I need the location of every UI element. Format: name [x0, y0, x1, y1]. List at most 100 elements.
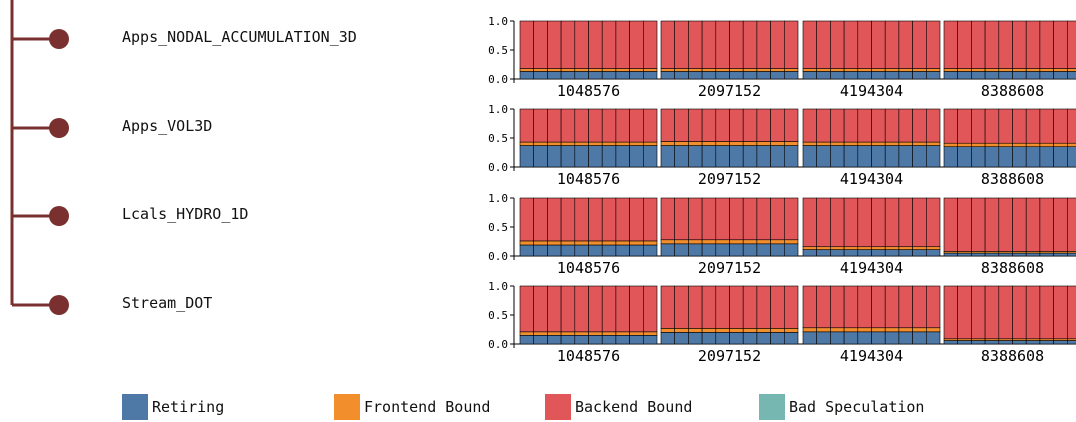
- bar-segment-retiring: [1066, 252, 1076, 257]
- group-label: 1048576: [557, 170, 620, 188]
- bar-segment-retiring: [688, 71, 703, 80]
- bar-segment-frontend: [701, 141, 717, 146]
- bar-segment-backend: [660, 108, 675, 142]
- bar-segment-retiring: [629, 244, 644, 257]
- bar-segment-backend: [802, 197, 817, 248]
- bar-segment-backend: [1039, 108, 1054, 144]
- bar-segment-backend: [674, 108, 689, 142]
- bar-segment-backend: [742, 108, 758, 142]
- bar-segment-retiring: [802, 331, 817, 345]
- bar-segment-frontend: [660, 328, 675, 333]
- bar-segment-retiring: [629, 71, 644, 80]
- bar-segment-backend: [957, 20, 972, 69]
- bar-segment-retiring: [601, 334, 617, 345]
- bar-segment-retiring: [998, 71, 1013, 80]
- bar-segment-backend: [729, 20, 744, 69]
- bar-segment-frontend: [770, 328, 785, 333]
- bar-segment-backend: [756, 108, 771, 142]
- group-label: 4194304: [840, 82, 903, 100]
- bar-segment-backend: [660, 285, 675, 329]
- bar-segment-frontend: [898, 246, 913, 250]
- bar-segment-retiring: [971, 146, 986, 168]
- bar-segment-retiring: [1066, 146, 1076, 168]
- bar-segment-backend: [629, 285, 644, 333]
- bar-segment-frontend: [601, 331, 617, 336]
- bar-segment-retiring: [1025, 340, 1041, 345]
- bar-segment-backend: [688, 20, 703, 69]
- bar-segment-retiring: [912, 249, 927, 257]
- bar-segment-retiring: [1053, 146, 1068, 168]
- bar-segment-retiring: [1066, 340, 1076, 345]
- bar-segment-backend: [519, 197, 534, 242]
- bar-segment-frontend: [884, 141, 900, 146]
- bar-segment-frontend: [830, 141, 845, 146]
- bar-segment-retiring: [1025, 252, 1041, 257]
- bar-segment-retiring: [660, 71, 675, 80]
- bar-segment-retiring: [1012, 146, 1027, 168]
- bar-segment-frontend: [816, 141, 831, 146]
- bar-segment-backend: [560, 285, 576, 333]
- bar-segment-frontend: [688, 68, 703, 72]
- y-tick-label: 1.0: [488, 103, 508, 116]
- bar-segment-retiring: [615, 145, 630, 168]
- bar-segment-retiring: [660, 243, 675, 257]
- group-label: 8388608: [981, 82, 1044, 100]
- bar-segment-frontend: [770, 68, 785, 72]
- bar-segment-backend: [912, 197, 927, 248]
- bar-segment-backend: [1025, 197, 1041, 252]
- bar-segment-retiring: [843, 71, 859, 80]
- bar-segment-frontend: [925, 246, 941, 250]
- bar-segment-frontend: [871, 246, 886, 250]
- bar-segment-backend: [615, 20, 630, 69]
- bar-segment-frontend: [547, 331, 562, 336]
- bar-segment-frontend: [957, 68, 972, 72]
- bar-segment-backend: [1066, 197, 1076, 252]
- bar-segment-backend: [1066, 108, 1076, 144]
- bar-segment-backend: [843, 20, 859, 69]
- bar-segment-frontend: [629, 240, 644, 246]
- bar-segment-frontend: [643, 331, 658, 336]
- bar-segment-backend: [925, 108, 941, 143]
- bar-segment-frontend: [660, 68, 675, 72]
- bar-segment-backend: [957, 108, 972, 144]
- bar-segment-frontend: [574, 68, 589, 72]
- bar-segment-backend: [715, 285, 730, 329]
- bar-segment-backend: [816, 197, 831, 248]
- bar-segment-retiring: [971, 252, 986, 257]
- bar-segment-frontend: [547, 141, 562, 146]
- bar-segment-backend: [816, 108, 831, 143]
- group-label: 2097152: [698, 259, 761, 277]
- bar-segment-backend: [884, 20, 900, 69]
- bar-segment-retiring: [742, 332, 758, 345]
- bar-segment-backend: [984, 20, 1000, 69]
- bar-segment-retiring: [912, 71, 927, 80]
- legend-item-backend-bound: Backend Bound: [545, 394, 692, 420]
- bar-segment-retiring: [574, 334, 589, 345]
- bar-segment-retiring: [830, 145, 845, 168]
- bar-segment-frontend: [871, 141, 886, 146]
- bar-segment-frontend: [756, 328, 771, 333]
- bar-segment-retiring: [729, 332, 744, 345]
- bar-segment-retiring: [830, 71, 845, 80]
- bar-segment-retiring: [629, 145, 644, 168]
- bar-segment-retiring: [783, 243, 799, 257]
- legend-swatch-retiring: [122, 394, 148, 420]
- bar-segment-frontend: [1066, 68, 1076, 72]
- bar-segment-retiring: [1053, 252, 1068, 257]
- bar-segment-frontend: [912, 68, 927, 72]
- bar-segment-retiring: [830, 249, 845, 257]
- bar-segment-retiring: [547, 244, 562, 257]
- bar-segment-backend: [943, 197, 958, 252]
- bar-segment-backend: [715, 197, 730, 241]
- bar-segment-backend: [971, 285, 986, 340]
- bar-segment-backend: [1025, 20, 1041, 69]
- bar-segment-retiring: [1012, 340, 1027, 345]
- bar-segment-retiring: [998, 252, 1013, 257]
- bar-segment-frontend: [843, 246, 859, 250]
- bar-segment-frontend: [816, 68, 831, 72]
- bar-segment-retiring: [871, 249, 886, 257]
- legend-label-frontend-bound: Frontend Bound: [364, 398, 491, 416]
- bar-segment-retiring: [843, 331, 859, 345]
- bar-segment-frontend: [843, 327, 859, 333]
- bar-segment-frontend: [1012, 142, 1027, 148]
